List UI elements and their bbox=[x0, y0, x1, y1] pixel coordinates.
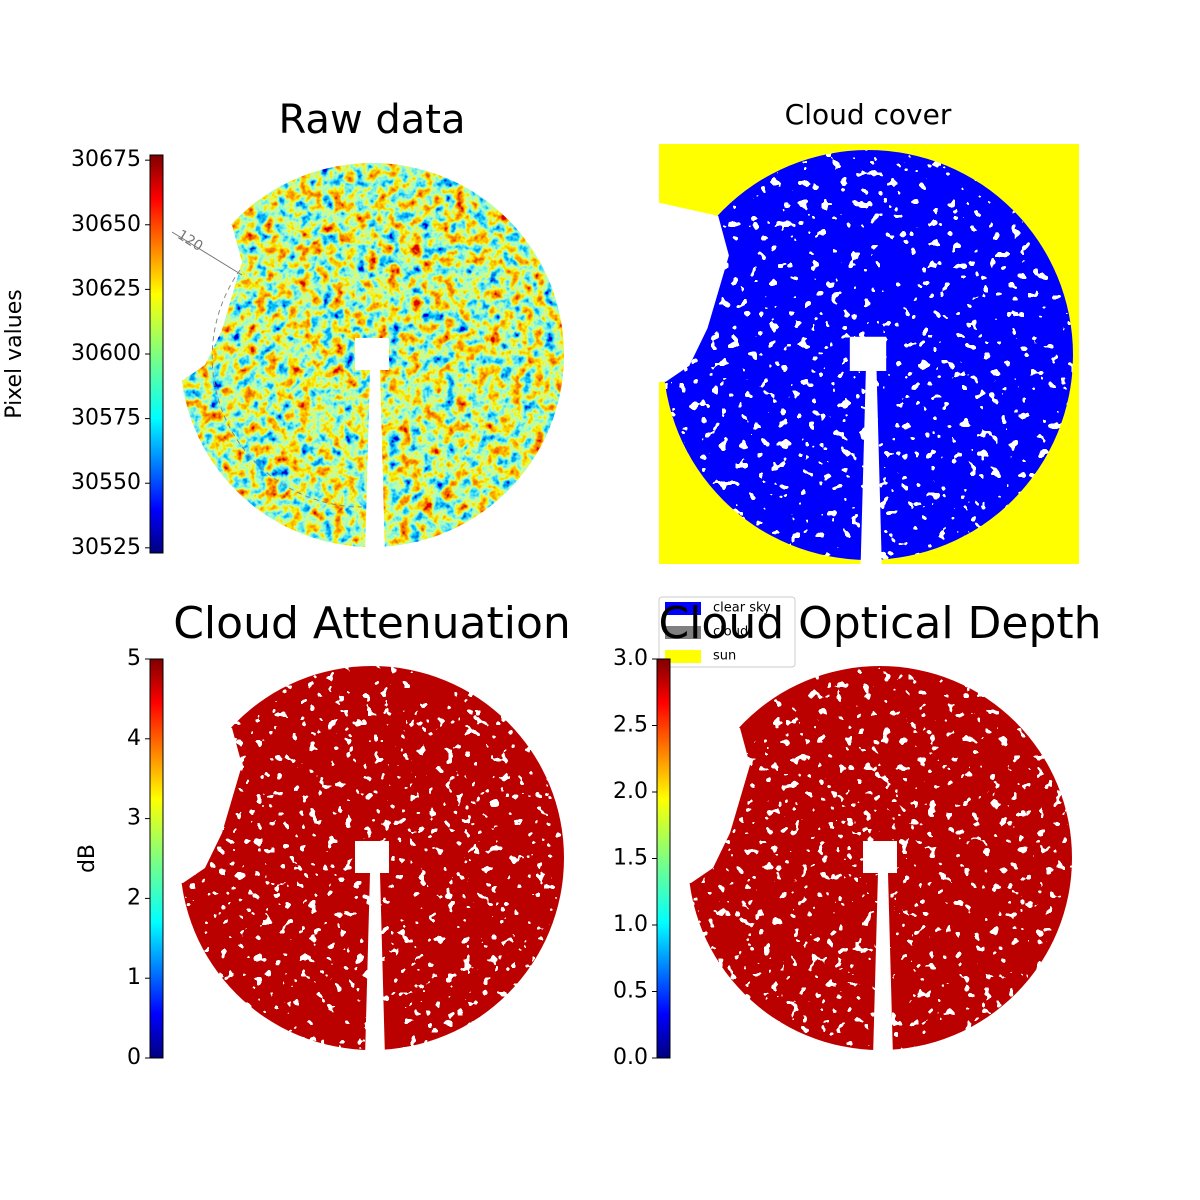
zenith-circle bbox=[211, 269, 363, 508]
colorbar-tick-label: 30675 bbox=[71, 147, 141, 172]
legend-label: sun bbox=[713, 649, 736, 664]
mask-notch bbox=[650, 708, 750, 883]
panel: clear sky cloud sun bbox=[621, 144, 1079, 668]
colorbar-tick-label: 1.0 bbox=[613, 912, 648, 937]
colorbar-tick-label: 3 bbox=[127, 806, 141, 831]
colorbar-tick-label: 1.5 bbox=[613, 846, 648, 871]
colorbar-label: Pixel values bbox=[2, 289, 27, 418]
colorbar-tick-label: 30550 bbox=[71, 470, 141, 495]
colorbar-tick-label: 4 bbox=[127, 726, 141, 751]
colorbar-label: dB bbox=[75, 844, 100, 873]
legend-label: cloud bbox=[713, 625, 748, 640]
panel: 0.0 0.5 1.0 1.5 2.0 2.5 3.0 bbox=[613, 646, 1072, 1070]
legend-swatch bbox=[665, 626, 701, 639]
panel: 0 1 2 3 4 5 dB bbox=[75, 646, 564, 1070]
colorbar-tick-label: 1 bbox=[127, 965, 141, 990]
colorbar-tick-label: 2.0 bbox=[613, 779, 648, 804]
legend-swatch bbox=[665, 602, 701, 615]
mask-wedge bbox=[849, 336, 887, 569]
colorbar bbox=[149, 658, 164, 1059]
legend-swatch bbox=[665, 650, 701, 663]
azimuth-line bbox=[171, 231, 243, 276]
panel-title: Cloud Attenuation bbox=[173, 598, 571, 649]
panel-title: Cloud Optical Depth bbox=[658, 598, 1101, 649]
colorbar-tick-label: 0 bbox=[127, 1045, 141, 1070]
panel-title: Raw data bbox=[279, 97, 466, 143]
colorbar-tick-label: 30600 bbox=[71, 341, 141, 366]
colorbar-tick-label: 0.5 bbox=[613, 979, 648, 1004]
colorbar-tick-label: 30525 bbox=[71, 535, 141, 560]
panel-title: Cloud cover bbox=[785, 98, 952, 131]
colorbar-tick-label: 2.5 bbox=[613, 713, 648, 738]
legend-label: clear sky bbox=[713, 601, 771, 616]
colorbar-tick-label: 2 bbox=[127, 885, 141, 910]
mask-wedge bbox=[863, 841, 897, 1058]
colorbar-tick-label: 30625 bbox=[71, 276, 141, 301]
colorbar bbox=[656, 658, 671, 1059]
mask-notch bbox=[142, 205, 242, 380]
colorbar-tick-label: 3.0 bbox=[613, 646, 648, 671]
panel: 12030525305503057530600306253065030675Pi… bbox=[2, 147, 564, 560]
mask-notch bbox=[142, 708, 242, 883]
colorbar-tick-label: 30575 bbox=[71, 406, 141, 431]
mask-wedge bbox=[355, 841, 389, 1058]
colorbar-tick-label: 0.0 bbox=[613, 1045, 648, 1070]
mask-notch bbox=[621, 194, 729, 382]
mask-wedge bbox=[355, 338, 389, 555]
colorbar-tick-label: 5 bbox=[127, 646, 141, 671]
colorbar-tick-label: 30650 bbox=[71, 212, 141, 237]
colorbar bbox=[149, 154, 164, 554]
